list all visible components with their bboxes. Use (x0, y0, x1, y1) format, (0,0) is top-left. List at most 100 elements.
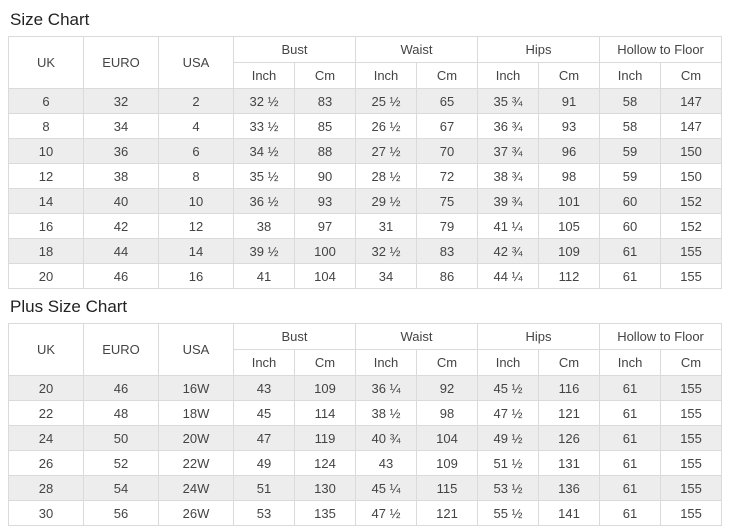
table-cell: 53 (233, 500, 295, 526)
subheader-hips-cm: Cm (538, 62, 601, 89)
table-cell: 16 (8, 213, 84, 239)
table-row: 6 32 2 32 ½ 83 25 ½ 65 35 ¾ 91 58 147 (8, 88, 723, 114)
table-cell: 20 (8, 375, 84, 401)
table-cell: 79 (416, 213, 479, 239)
table-cell: 48 (83, 400, 159, 426)
subheader-waist-inch: Inch (355, 62, 418, 89)
plus-size-chart-section: Plus Size Chart UK EURO USA Bust Waist Hips Ho… (8, 297, 723, 526)
subheader-hollow-to-floor-cm: Cm (660, 62, 723, 89)
table-cell: 10 (8, 138, 84, 164)
subheader-bust-cm: Cm (293, 349, 357, 376)
table-cell: 47 ½ (355, 500, 418, 526)
table-cell: 6 (158, 138, 234, 164)
subheader-hips-inch: Inch (477, 62, 540, 89)
table-cell: 22W (158, 450, 234, 476)
table-cell: 150 (660, 138, 723, 164)
table-cell: 61 (599, 263, 662, 289)
table-cell: 88 (293, 138, 357, 164)
table-cell: 61 (599, 238, 662, 264)
table-cell: 85 (293, 113, 357, 139)
table-cell: 86 (416, 263, 479, 289)
table-cell: 150 (660, 163, 723, 189)
column-header-euro: EURO (83, 36, 159, 89)
group-header-waist: Waist (355, 36, 479, 63)
table-cell: 61 (599, 475, 662, 501)
table-cell: 155 (660, 425, 723, 451)
table-cell: 44 (83, 238, 159, 264)
table-cell: 14 (158, 238, 234, 264)
size-chart-title: Size Chart (10, 10, 90, 29)
table-cell: 54 (83, 475, 159, 501)
table-cell: 42 (83, 213, 159, 239)
table-cell: 41 ¼ (477, 213, 540, 239)
table-cell: 65 (416, 88, 479, 114)
table-row: 30 56 26W 53 135 47 ½ 121 55 ½ 141 61 155 (8, 500, 723, 526)
column-header-uk: UK (8, 36, 84, 89)
subheader-waist-cm: Cm (416, 349, 479, 376)
table-cell: 24W (158, 475, 234, 501)
table-cell: 49 (233, 450, 295, 476)
table-cell: 34 (355, 263, 418, 289)
table-cell: 40 ¾ (355, 425, 418, 451)
table-cell: 28 (8, 475, 84, 501)
table-cell: 8 (158, 163, 234, 189)
table-cell: 97 (293, 213, 357, 239)
table-cell: 26W (158, 500, 234, 526)
table-cell: 44 ¼ (477, 263, 540, 289)
table-cell: 32 (83, 88, 159, 114)
table-cell: 43 (233, 375, 295, 401)
table-cell: 109 (416, 450, 479, 476)
table-cell: 136 (538, 475, 601, 501)
table-cell: 2 (158, 88, 234, 114)
subheader-hollow-to-floor-inch: Inch (599, 62, 662, 89)
table-cell: 51 (233, 475, 295, 501)
table-cell: 104 (416, 425, 479, 451)
table-cell: 75 (416, 188, 479, 214)
group-header-hips: Hips (477, 323, 601, 350)
table-cell: 6 (8, 88, 84, 114)
table-cell: 20W (158, 425, 234, 451)
column-header-euro: EURO (83, 323, 159, 376)
column-header-uk: UK (8, 323, 84, 376)
table-cell: 33 ½ (233, 113, 295, 139)
size-chart-table: UK EURO USA Bust Waist Hips Hollow to Floor Inc… (8, 36, 723, 289)
table-cell: 126 (538, 425, 601, 451)
table-cell: 72 (416, 163, 479, 189)
subheader-bust-inch: Inch (233, 349, 295, 376)
group-header-bust: Bust (232, 323, 357, 350)
table-cell: 104 (293, 263, 357, 289)
table-cell: 45 ½ (477, 375, 540, 401)
table-cell: 100 (293, 238, 357, 264)
table-cell: 155 (660, 263, 723, 289)
table-cell: 39 ½ (233, 238, 295, 264)
table-cell: 53 ½ (477, 475, 540, 501)
table-row: 24 50 20W 47 119 40 ¾ 104 49 ½ 126 61 155 (8, 425, 723, 451)
table-row: 26 52 22W 49 124 43 109 51 ½ 131 61 155 (8, 450, 723, 476)
group-header-waist: Waist (355, 323, 479, 350)
table-cell: 38 ½ (355, 400, 418, 426)
table-cell: 26 ½ (355, 113, 418, 139)
table-cell: 40 (83, 188, 159, 214)
table-cell: 39 ¾ (477, 188, 540, 214)
table-cell: 90 (293, 163, 357, 189)
table-cell: 116 (538, 375, 601, 401)
table-cell: 36 ½ (233, 188, 295, 214)
table-cell: 36 ¾ (477, 113, 540, 139)
table-cell: 61 (599, 425, 662, 451)
table-cell: 27 ½ (355, 138, 418, 164)
plus-size-chart-table: UK EURO USA Bust Waist Hips Hollow to Floor Inc… (8, 323, 723, 526)
table-cell: 34 (83, 113, 159, 139)
table-cell: 60 (599, 213, 662, 239)
table-cell: 46 (83, 375, 159, 401)
table-cell: 155 (660, 375, 723, 401)
table-cell: 155 (660, 450, 723, 476)
table-cell: 16 (158, 263, 234, 289)
column-header-usa: USA (158, 323, 234, 376)
table-row: 20 46 16 41 104 34 86 44 ¼ 112 61 155 (8, 263, 723, 289)
table-cell: 12 (8, 163, 84, 189)
table-cell: 34 ½ (233, 138, 295, 164)
table-cell: 51 ½ (477, 450, 540, 476)
table-cell: 109 (293, 375, 357, 401)
subheader-hollow-to-floor-inch: Inch (599, 349, 662, 376)
